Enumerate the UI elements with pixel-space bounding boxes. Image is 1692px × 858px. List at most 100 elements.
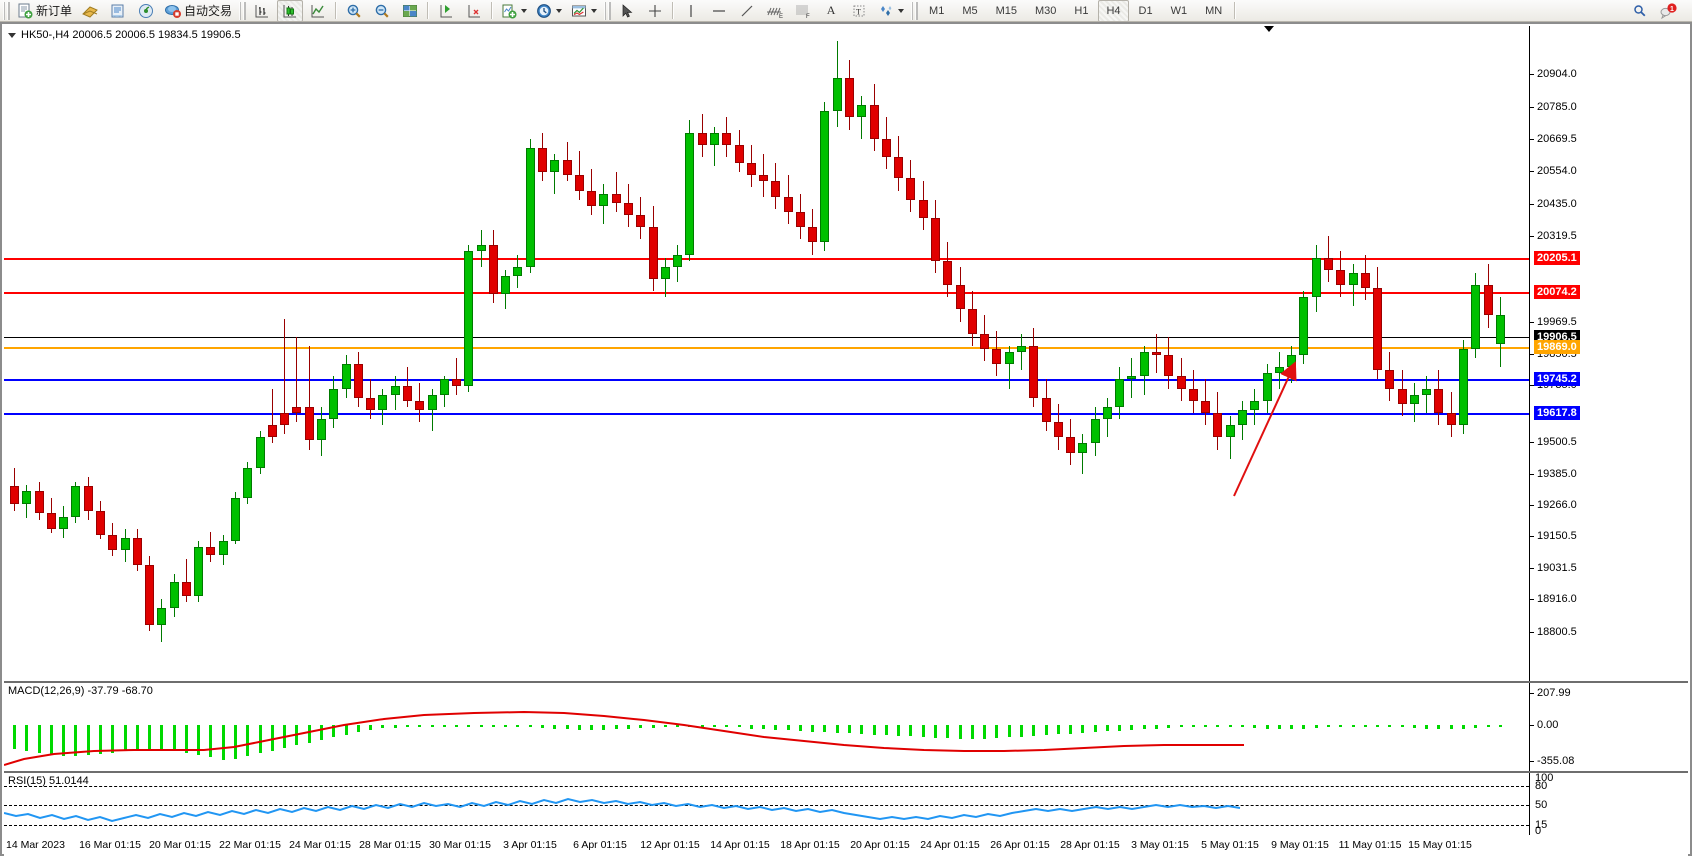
notification-button[interactable]: 1	[1655, 0, 1687, 22]
candle-body	[169, 582, 179, 608]
bullish-arrow-annotation[interactable]	[4, 26, 1529, 681]
candle-body	[1373, 288, 1383, 371]
trendline-button[interactable]	[734, 0, 760, 22]
macd-bar	[884, 725, 888, 736]
chevron-down-icon-3[interactable]	[591, 8, 598, 13]
candle-body	[108, 534, 118, 550]
stop-level-line[interactable]	[4, 347, 1529, 349]
price-tick-label: 19500.5	[1537, 436, 1577, 448]
candle-wick	[1082, 434, 1084, 474]
terminal-book-button[interactable]	[77, 0, 103, 22]
crosshair-button[interactable]	[642, 0, 668, 22]
candlestick-chart-button[interactable]	[277, 0, 304, 22]
signals-button[interactable]	[133, 0, 159, 22]
timeframe-h1[interactable]: H1	[1074, 4, 1089, 17]
macd-bar	[946, 725, 950, 739]
macd-bar	[160, 725, 164, 750]
timeframe-h4[interactable]: H4	[1098, 0, 1129, 22]
horizontal-line-button[interactable]	[706, 0, 732, 22]
cursor-button[interactable]	[614, 0, 640, 22]
timeframe-m5[interactable]: M5	[962, 4, 978, 17]
bar-chart-button[interactable]	[249, 0, 275, 22]
line-chart-icon	[311, 4, 325, 17]
stop-level-tag[interactable]: 19869.0	[1534, 340, 1580, 354]
price-tick	[1530, 74, 1534, 75]
line-chart-button[interactable]	[305, 0, 331, 22]
autotrade-button[interactable]: 自动交易	[161, 0, 235, 22]
macd-bar	[970, 725, 974, 740]
svg-text:E: E	[779, 14, 783, 19]
search-button[interactable]	[1627, 0, 1653, 22]
rsi-level-50	[4, 805, 1529, 806]
macd-bar	[1241, 725, 1244, 727]
zoom-in-button[interactable]	[341, 0, 367, 22]
auto-scroll-button[interactable]	[433, 0, 459, 22]
templates-button[interactable]	[567, 0, 600, 22]
candle-body	[46, 512, 56, 529]
macd-bar	[135, 725, 139, 751]
macd-bar	[762, 725, 766, 730]
fibonacci-button[interactable]: F	[790, 0, 816, 22]
elliott-wave-button[interactable]: E	[762, 0, 788, 22]
price-pane[interactable]: HK50-,H4 20006.5 20006.5 19834.5 19906.5…	[4, 26, 1688, 683]
chevron-down-icon-4[interactable]	[898, 8, 905, 13]
macd-bar	[123, 725, 127, 752]
candle-wick	[861, 96, 863, 139]
toolbar-grip-3[interactable]	[604, 1, 612, 20]
add-indicator-button[interactable]	[497, 0, 530, 22]
resistance-level-1-tag[interactable]: 20205.1	[1534, 251, 1580, 265]
candle-body	[1066, 437, 1076, 453]
resistance-level-2-tag[interactable]: 20074.2	[1534, 285, 1580, 299]
candle-body	[1323, 257, 1333, 270]
timeframe-m15[interactable]: M15	[995, 4, 1017, 17]
candle-body	[206, 547, 216, 555]
new-order-button[interactable]: 新订单	[13, 0, 75, 22]
toolbar-grip[interactable]	[3, 1, 10, 20]
candle-body	[341, 364, 351, 389]
time-axis[interactable]: 14 Mar 2023 16 Mar 01:15 20 Mar 01:15 22 Ma…	[4, 835, 1688, 858]
timeframe-m30[interactable]: M30	[1035, 4, 1057, 17]
candle-wick	[1020, 333, 1022, 371]
resistance-level-1-line[interactable]	[4, 258, 1529, 260]
chevron-down-icon[interactable]	[521, 8, 528, 13]
price-tick	[1530, 236, 1534, 237]
resistance-level-2-line[interactable]	[4, 292, 1529, 294]
news-button[interactable]	[105, 0, 131, 22]
chart-plot-wrapper: HK50-,H4 20006.5 20006.5 19834.5 19906.5…	[4, 26, 1688, 858]
macd-bar	[393, 725, 397, 728]
current-price-level-line[interactable]	[4, 337, 1529, 338]
macd-signal-line	[4, 710, 1244, 766]
text-label-button[interactable]: A	[818, 0, 844, 22]
macd-bar	[1425, 725, 1429, 729]
candle-wick	[456, 358, 458, 395]
macd-pane[interactable]: MACD(12,26,9) -37.79 -68.70 207.99 0.00 -3…	[4, 683, 1688, 773]
fibonacci-icon: F	[796, 5, 810, 19]
data-window-button[interactable]	[397, 0, 423, 22]
chart-collapse-icon[interactable]	[8, 32, 16, 38]
support-level-1-line[interactable]	[4, 379, 1529, 381]
price-axis[interactable]: 20904.0 20785.0 20669.5 20554.0 20435.0 20319…	[1530, 26, 1688, 681]
macd-bar	[86, 725, 90, 756]
macd-bar	[1437, 725, 1441, 730]
zoom-out-button[interactable]	[369, 0, 395, 22]
rsi-pane[interactable]: RSI(15) 51.0144 100 80 50 15 0	[4, 773, 1688, 835]
rsi-tick-label: 15	[1535, 819, 1548, 831]
timeframe-w1[interactable]: W1	[1170, 4, 1188, 17]
chevron-down-icon-2[interactable]	[556, 8, 563, 13]
shapes-button[interactable]	[874, 0, 907, 22]
timeframe-m1[interactable]: M1	[929, 4, 945, 17]
text-box-button[interactable]: T	[846, 0, 872, 22]
toolbar-grip-4[interactable]	[911, 1, 919, 20]
support-level-1-tag[interactable]: 19745.2	[1534, 372, 1580, 386]
chart-shift-marker[interactable]	[1264, 26, 1274, 32]
toolbar-grip-2[interactable]	[239, 1, 247, 20]
macd-bar	[848, 725, 852, 734]
chart-shift-button[interactable]	[461, 0, 487, 22]
support-level-2-tag[interactable]: 19617.8	[1534, 406, 1580, 420]
period-button[interactable]	[532, 0, 565, 22]
support-level-2-line[interactable]	[4, 413, 1529, 415]
macd-bar	[897, 725, 901, 736]
timeframe-d1[interactable]: D1	[1138, 4, 1153, 17]
timeframe-mn[interactable]: MN	[1205, 4, 1223, 17]
vertical-line-button[interactable]	[678, 0, 704, 22]
